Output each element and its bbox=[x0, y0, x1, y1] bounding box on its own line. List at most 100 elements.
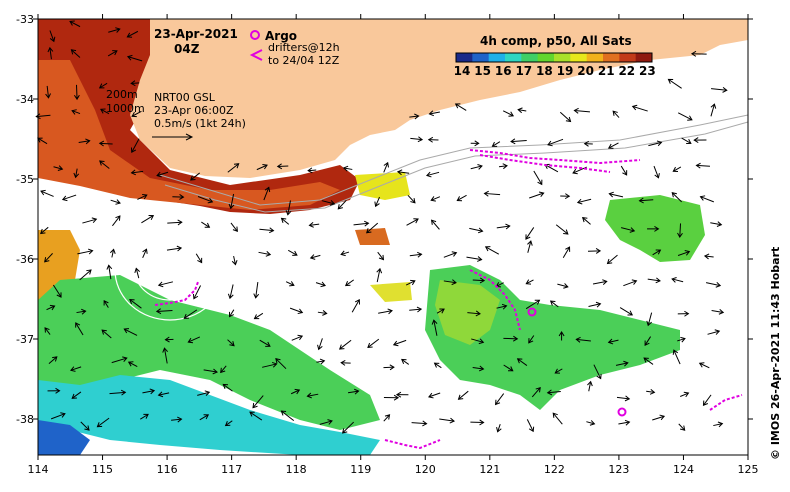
y-tick-label: -37 bbox=[16, 333, 34, 346]
current-vector bbox=[308, 169, 317, 172]
current-vector-head bbox=[612, 110, 618, 116]
current-vector-head bbox=[249, 411, 255, 417]
current-scale: 0.5m/s (1kt 24h) bbox=[154, 117, 246, 130]
current-vector bbox=[49, 47, 52, 60]
x-tick-label: 118 bbox=[286, 463, 307, 476]
current-vector-head bbox=[722, 87, 728, 93]
current-vector-head bbox=[527, 240, 533, 246]
current-vector-head bbox=[622, 170, 628, 176]
current-vector-head bbox=[395, 391, 402, 398]
current-vector-head bbox=[478, 338, 485, 345]
colorbar-ticks: 14 15 16 17 18 19 20 21 22 23 bbox=[454, 64, 656, 78]
current-vector bbox=[36, 114, 51, 118]
current-vector-head bbox=[643, 357, 649, 363]
current-vector bbox=[353, 222, 369, 226]
current-vector-head bbox=[716, 221, 723, 227]
y-tick-label: -35 bbox=[16, 173, 34, 186]
eddy-ring-outer bbox=[114, 219, 226, 321]
current-vector bbox=[711, 309, 724, 313]
current-vector bbox=[62, 194, 77, 201]
current-vector bbox=[608, 142, 619, 149]
current-vector bbox=[166, 247, 182, 251]
current-vector bbox=[40, 190, 54, 197]
current-vector-head bbox=[715, 281, 722, 288]
colorbar-swatch bbox=[472, 53, 490, 62]
current-vector-head bbox=[396, 169, 403, 176]
current-vector-head bbox=[297, 308, 304, 315]
current-vector bbox=[183, 309, 198, 319]
current-vector-head bbox=[96, 422, 103, 428]
drifter-tracks bbox=[154, 149, 743, 450]
current-vector-head bbox=[40, 228, 46, 235]
current-vector-head bbox=[134, 267, 141, 274]
current-vector bbox=[142, 248, 147, 259]
current-vector bbox=[222, 383, 233, 392]
current-vector-head bbox=[142, 193, 148, 200]
current-vector bbox=[111, 357, 127, 364]
current-vector bbox=[195, 253, 203, 263]
current-vector-head bbox=[130, 80, 136, 87]
current-vector bbox=[668, 78, 682, 89]
current-vector-head bbox=[354, 298, 360, 305]
plot-frame bbox=[37, 18, 749, 456]
colorbar-swatch bbox=[586, 53, 604, 62]
current-vector bbox=[262, 363, 277, 368]
current-vector bbox=[653, 165, 659, 178]
current-vector bbox=[351, 299, 360, 313]
current-vector bbox=[696, 164, 710, 167]
current-vector bbox=[707, 330, 720, 335]
current-vector-head bbox=[130, 169, 137, 176]
current-vector bbox=[37, 137, 48, 145]
current-vector bbox=[428, 392, 441, 398]
current-vector bbox=[577, 198, 592, 204]
current-vector-head bbox=[340, 250, 346, 257]
current-vector bbox=[287, 249, 298, 256]
current-vector bbox=[562, 246, 570, 258]
current-vector-head bbox=[149, 388, 156, 395]
current-vector bbox=[317, 311, 327, 314]
current-vector-head bbox=[644, 340, 650, 346]
current-vector-head bbox=[84, 425, 90, 431]
current-vector-head bbox=[337, 204, 343, 210]
current-vector bbox=[291, 335, 303, 341]
current-vector-head bbox=[228, 203, 235, 210]
current-vector-head bbox=[73, 172, 80, 179]
current-vector-head bbox=[155, 308, 162, 315]
current-vector-head bbox=[292, 250, 298, 256]
current-vector-head bbox=[103, 299, 109, 306]
current-vector-head bbox=[671, 192, 677, 198]
y-tick-label: -33 bbox=[16, 13, 34, 26]
current-vector-head bbox=[143, 413, 149, 419]
current-vector-head bbox=[231, 260, 238, 266]
current-vector bbox=[227, 339, 235, 347]
current-vector bbox=[343, 167, 353, 170]
current-vector-head bbox=[197, 257, 203, 264]
current-vector bbox=[225, 420, 233, 426]
current-vector bbox=[377, 251, 384, 260]
current-vector bbox=[82, 218, 97, 224]
x-axis: 114 115 116 117 118 119 120 121 122 123 124 125 bbox=[28, 14, 759, 476]
current-vector bbox=[77, 250, 93, 255]
current-vector bbox=[484, 192, 501, 196]
colorbar-tick-label: 21 bbox=[598, 64, 615, 78]
current-vector bbox=[526, 419, 534, 432]
current-vector-head bbox=[387, 308, 393, 315]
y-tick-label: -34 bbox=[16, 93, 34, 106]
current-vector-head bbox=[655, 277, 661, 284]
current-vector-head bbox=[671, 277, 677, 283]
colorbar-tick-label: 17 bbox=[515, 64, 532, 78]
current-vector-head bbox=[679, 425, 686, 431]
current-vector-head bbox=[477, 227, 484, 234]
current-vector bbox=[315, 282, 326, 287]
current-vector bbox=[431, 196, 441, 201]
current-vector bbox=[409, 115, 419, 118]
current-vector bbox=[309, 223, 320, 226]
current-vector bbox=[318, 338, 323, 350]
current-vector-head bbox=[627, 310, 634, 316]
current-vector bbox=[285, 281, 295, 286]
current-vector-head bbox=[457, 394, 464, 400]
current-vector-head bbox=[655, 249, 662, 255]
current-vector bbox=[616, 396, 630, 400]
current-vector-head bbox=[204, 390, 211, 396]
current-vector-head bbox=[535, 386, 541, 393]
